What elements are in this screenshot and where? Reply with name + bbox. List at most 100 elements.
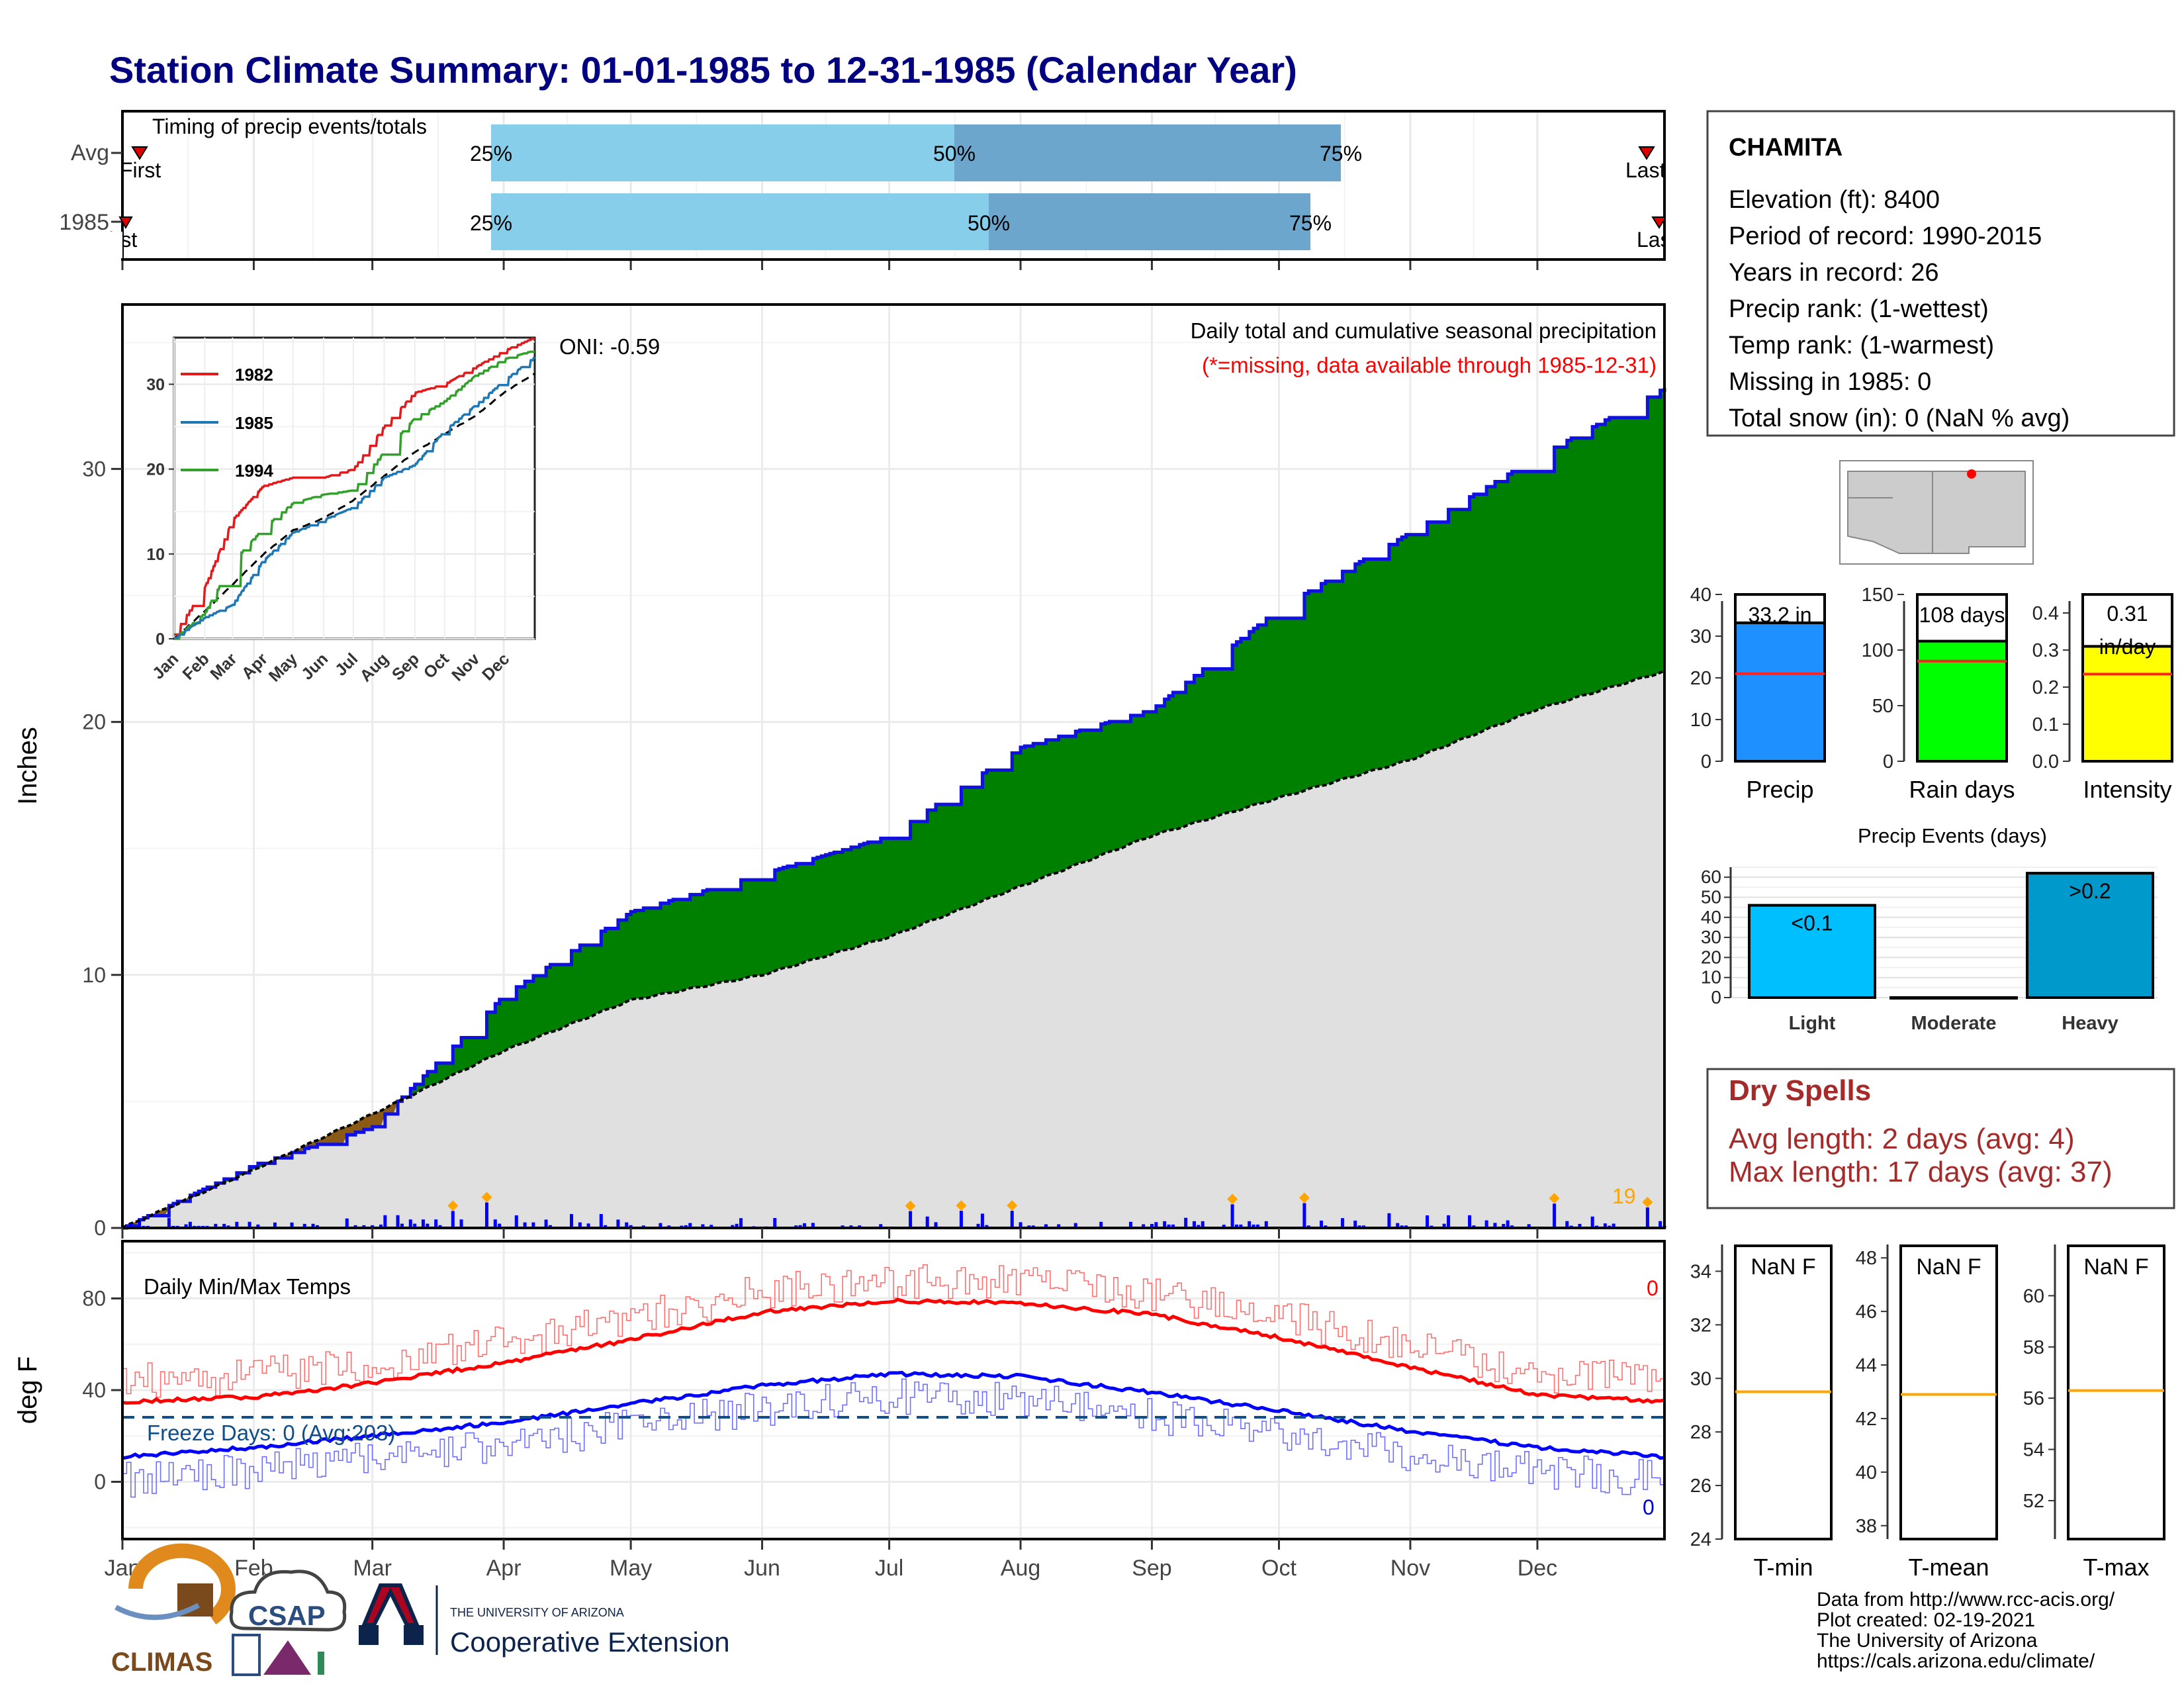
daily-precip-bar [214,1223,218,1228]
precip-panel: 0 10 20 30 Inches Daily total and cumulativ… [13,303,1666,1240]
station-info-box: CHAMITA Elevation (ft): 8400 Period of r… [1706,110,2175,437]
daily-precip-bar [1099,1221,1103,1228]
summary-tick-label: 20 [1690,668,1711,689]
precip-ytick-label: 0 [94,1216,106,1240]
month-label: Oct [1261,1556,1297,1581]
station-name: CHAMITA [1729,134,1843,162]
daily-precip-bar [1167,1224,1171,1228]
daily-precip-bar [290,1222,294,1228]
events-tick-label: 30 [1701,927,1721,947]
temp-summary-value: NaN F [2083,1254,2148,1280]
heavy-event-marker [1227,1194,1238,1205]
max-count: 0 [1647,1276,1659,1300]
heavy-event-marker [1298,1192,1310,1203]
daily-precip-bar [1493,1223,1497,1228]
heavy-event-marker [481,1192,492,1203]
temp-summary-tick-label: 54 [2023,1440,2044,1461]
timing-panel: 25% 50% 75% 25% 50% 75% Timing of precip… [59,110,1677,270]
caption-main: Daily total and cumulative seasonal prec… [1191,318,1657,343]
climas-logo-text: CLIMAS [111,1648,212,1677]
csap-logo: CSAP [229,1570,347,1676]
station-snow: Total snow (in): 0 (NaN % avg) [1729,404,2070,432]
temp-summary-t-mean: 38 40 42 44 46 48 NaN F T-mean [1856,1244,1998,1581]
cumulative-precip-line [122,388,1666,1230]
daily-precip-bar [1484,1220,1488,1228]
timing-bar-avg-late [954,124,1341,181]
inset-ytick-label: 10 [146,545,165,564]
month-label: Nov [1390,1556,1430,1581]
summary-bar [1734,621,1826,763]
station-elevation: Elevation (ft): 8400 [1729,186,1940,214]
daily-precip-bar [578,1222,582,1228]
first-marker-1985 [118,216,133,230]
daily-max-temp [122,1264,1665,1398]
daily-precip-bar [811,1223,815,1228]
caption-missing: (*=missing, data available through 1985-… [1202,353,1657,377]
daily-precip-bar [586,1223,590,1228]
summary-tick-label: 150 [1862,585,1893,606]
temp-ytick-label: 80 [82,1287,106,1311]
temp-summary-tick-label: 48 [1856,1248,1877,1269]
timing-label: Timing of precip events/totals [152,115,427,138]
temp-summary-tick-label: 24 [1690,1529,1711,1550]
summary-value-text: 0.31 [2107,602,2148,626]
summary-tick-label: 100 [1862,640,1893,661]
inset-avg-line [173,372,535,640]
daily-precip-bar [235,1221,239,1228]
daily-precip-bar [1396,1223,1400,1228]
summary-bar [2081,645,2173,763]
daily-precip-bar [1171,1224,1175,1228]
temp-summary-t-max: 52 54 56 58 60 NaN F T-max [2023,1244,2165,1581]
events-tick-label: 0 [1711,987,1721,1008]
month-label: Jun [744,1556,780,1581]
last-marker-avg [1638,146,1655,160]
daily-precip-bar [1222,1225,1226,1228]
temp-summary-tick-label: 46 [1856,1301,1877,1323]
average-precip-line [121,669,1665,1229]
daily-precip-bar [311,1223,315,1228]
daily-precip-bar [1590,1216,1594,1228]
temp-summary-tick-label: 44 [1856,1355,1877,1376]
temp-ytick-label: 40 [82,1378,106,1402]
daily-precip-bar [549,1225,553,1228]
daily-precip-bar [798,1225,802,1228]
daily-precip-bar [985,1225,989,1228]
daily-precip-bar [934,1222,938,1228]
daily-precip-bar [184,1224,188,1228]
events-tick-label: 10 [1701,967,1721,988]
events-bar-text: >0.2 [2069,879,2111,903]
last-label-avg: Last [1625,158,1666,182]
summary-bar-rain-days: 0 50 100 150 108 days Rain days [1862,585,2015,803]
timing-row-1985: 1985 [59,210,109,235]
daily-precip-bar [1341,1218,1345,1228]
daily-precip-bar [909,1211,913,1228]
daily-precip-bar [408,1219,412,1228]
page-title: Station Climate Summary: 01-01-1985 to 1… [109,49,1297,91]
freeze-days-label: Freeze Days: 0 (Avg:203) [147,1421,395,1445]
temp-summary-tick-label: 56 [2023,1388,2044,1409]
daily-precip-bar [514,1215,518,1228]
summary-bar [1916,639,2008,763]
daily-precip-bar [1163,1221,1167,1228]
daily-precip-bar [544,1219,548,1228]
daily-precip-bar [1565,1221,1569,1228]
daily-precip-bar [1184,1217,1188,1228]
temp-panel-label: Daily Min/Max Temps [144,1274,351,1299]
locator-map [1839,460,2034,565]
inset-line-1994 [174,350,535,640]
daily-precip-bar [1192,1221,1196,1228]
inset-line-1985 [173,356,536,640]
temp-summary-box [1899,1244,1998,1540]
daily-precip-bar [379,1224,383,1228]
daily-precip-bar [803,1223,807,1228]
station-years: Years in record: 26 [1729,259,1939,287]
daily-precip-bar [1128,1221,1132,1228]
daily-precip-bar [1057,1224,1061,1228]
daily-precip-bar [879,1224,883,1228]
daily-precip-bar [523,1222,527,1228]
daily-precip-bar [222,1223,226,1228]
timing-bar-1985-early [491,193,989,250]
temp-ylabel: deg F [13,1356,42,1424]
